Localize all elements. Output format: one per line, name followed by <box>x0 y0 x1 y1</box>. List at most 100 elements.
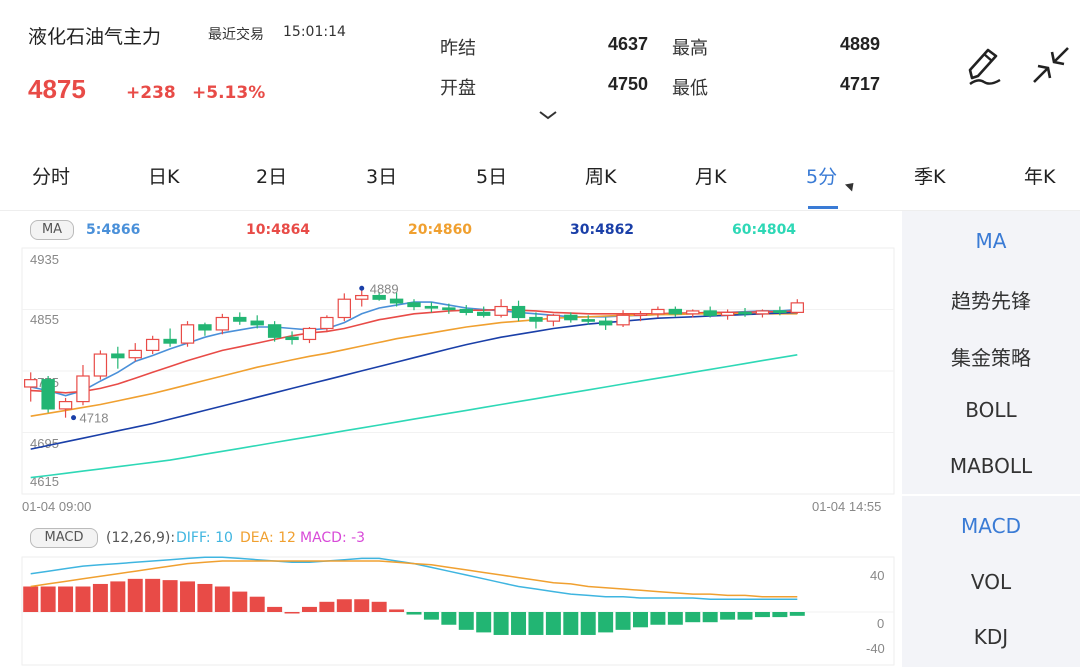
macd-chart[interactable] <box>0 555 902 667</box>
macd-bar <box>702 612 718 623</box>
macd-bar <box>754 612 770 618</box>
tab-3-day[interactable]: 3日 <box>366 166 398 188</box>
macd-bar <box>336 599 352 612</box>
macd-bar <box>197 583 213 612</box>
pen-draw-icon[interactable] <box>964 44 1004 88</box>
macd-bar <box>476 612 492 633</box>
macd-bar <box>232 591 248 612</box>
divider <box>0 210 1080 211</box>
macd-bar <box>511 612 527 635</box>
candle-body <box>128 349 142 359</box>
ma20-legend: 20:4860 <box>408 222 473 238</box>
macd-y-tick: 0 <box>877 616 885 631</box>
candle-body <box>529 316 543 322</box>
prev-settle-value: 4637 <box>607 34 648 54</box>
high-marker-label: 4889 <box>370 281 399 296</box>
tab-dropdown-caret-icon[interactable] <box>844 179 858 192</box>
candle-body <box>773 310 787 314</box>
macd-bar <box>371 601 387 612</box>
menu-item-ma[interactable]: MA <box>975 229 1007 253</box>
candle-body <box>564 314 578 321</box>
macd-y-tick: 40 <box>870 568 885 583</box>
candle-body <box>389 298 404 304</box>
candle-body <box>546 314 561 322</box>
candle-body <box>215 316 230 331</box>
menu-item-maboll[interactable]: MABOLL <box>949 454 1033 478</box>
candle-body <box>24 379 38 388</box>
macd-bar <box>598 612 614 633</box>
macd-bar <box>772 612 788 618</box>
candle-body <box>581 319 595 322</box>
low-value: 4717 <box>839 74 880 94</box>
tab-day-k[interactable]: 日K <box>148 166 180 188</box>
macd-dea-value: DEA: 12 <box>240 530 296 546</box>
candle-body <box>355 294 369 300</box>
ma-indicator-pill[interactable]: MA <box>30 220 74 240</box>
macd-indicator-pill[interactable]: MACD <box>30 528 98 548</box>
macd-bar <box>110 581 126 612</box>
menu-item-trend-pioneer[interactable]: 趋势先锋 <box>951 289 1031 313</box>
candle-body <box>459 308 473 313</box>
macd-bar <box>92 583 108 612</box>
macd-bar <box>650 612 666 625</box>
macd-bar <box>40 586 56 612</box>
candle-body <box>476 311 491 316</box>
tab-5-min[interactable]: 5分 <box>806 166 838 188</box>
macd-bar <box>267 606 283 612</box>
macd-bar <box>301 606 317 612</box>
candle-body <box>285 336 299 341</box>
candle-body <box>703 310 717 316</box>
ma30-line <box>30 311 798 450</box>
macd-bar <box>685 612 701 623</box>
candle-body <box>616 314 630 326</box>
high-label: 最高 <box>672 38 708 59</box>
high-marker <box>359 285 365 291</box>
tab-2-day[interactable]: 2日 <box>256 166 288 188</box>
low-marker <box>71 415 77 421</box>
candle-body <box>302 327 317 341</box>
menu-item-vol[interactable]: VOL <box>970 570 1012 594</box>
menu-item-fund-strategy[interactable]: 集金策略 <box>951 346 1031 370</box>
candle-body <box>320 316 334 330</box>
macd-bar <box>354 599 370 612</box>
candle-body <box>668 308 683 315</box>
candle-body <box>407 302 421 308</box>
trade-time-label: 最近交易 <box>208 27 264 43</box>
tab-fenshi[interactable]: 分时 <box>32 166 71 188</box>
y-tick-label: 4615 <box>30 474 59 489</box>
instrument-title: 液化石油气主力 <box>28 26 162 48</box>
macd-bar <box>615 612 631 630</box>
macd-y-tick: -40 <box>866 641 885 656</box>
macd-bar <box>720 612 736 620</box>
chevron-down-icon[interactable] <box>537 108 559 122</box>
ma30-legend: 30:4862 <box>570 222 635 238</box>
period-tabs: 分时 日K 2日 3日 5日 周K 月K 5分 季K 年K <box>0 140 1080 210</box>
tab-5-day[interactable]: 5日 <box>476 166 508 188</box>
candle-body <box>738 311 752 315</box>
candlestick-chart[interactable]: 4889 4718 <box>0 211 902 497</box>
candle-body <box>598 320 613 326</box>
tab-month-k[interactable]: 月K <box>695 166 727 188</box>
candle-body <box>163 338 177 344</box>
macd-params: (12,26,9): <box>106 530 176 546</box>
tab-week-k[interactable]: 周K <box>585 166 617 188</box>
menu-item-kdj[interactable]: KDJ <box>973 625 1009 649</box>
ma10-legend: 10:4864 <box>246 222 311 238</box>
last-price: 4875 <box>28 74 86 104</box>
macd-bar <box>441 612 457 625</box>
tab-quarter-k[interactable]: 季K <box>914 166 946 188</box>
candle-body <box>267 324 282 338</box>
menu-item-macd[interactable]: MACD <box>961 514 1021 538</box>
tab-year-k[interactable]: 年K <box>1024 166 1056 188</box>
dea-line <box>30 560 798 598</box>
macd-bar <box>162 580 178 612</box>
macd-bar <box>214 586 230 612</box>
collapse-arrows-icon[interactable] <box>1030 44 1072 86</box>
macd-bar <box>145 578 161 612</box>
x-end-label: 01-04 14:55 <box>812 499 882 514</box>
macd-bar <box>389 609 405 612</box>
candle-body <box>633 313 648 316</box>
prev-settle-label: 昨结 <box>440 38 476 59</box>
ma5-legend: 5:4866 <box>86 222 141 238</box>
menu-item-boll[interactable]: BOLL <box>965 398 1017 422</box>
